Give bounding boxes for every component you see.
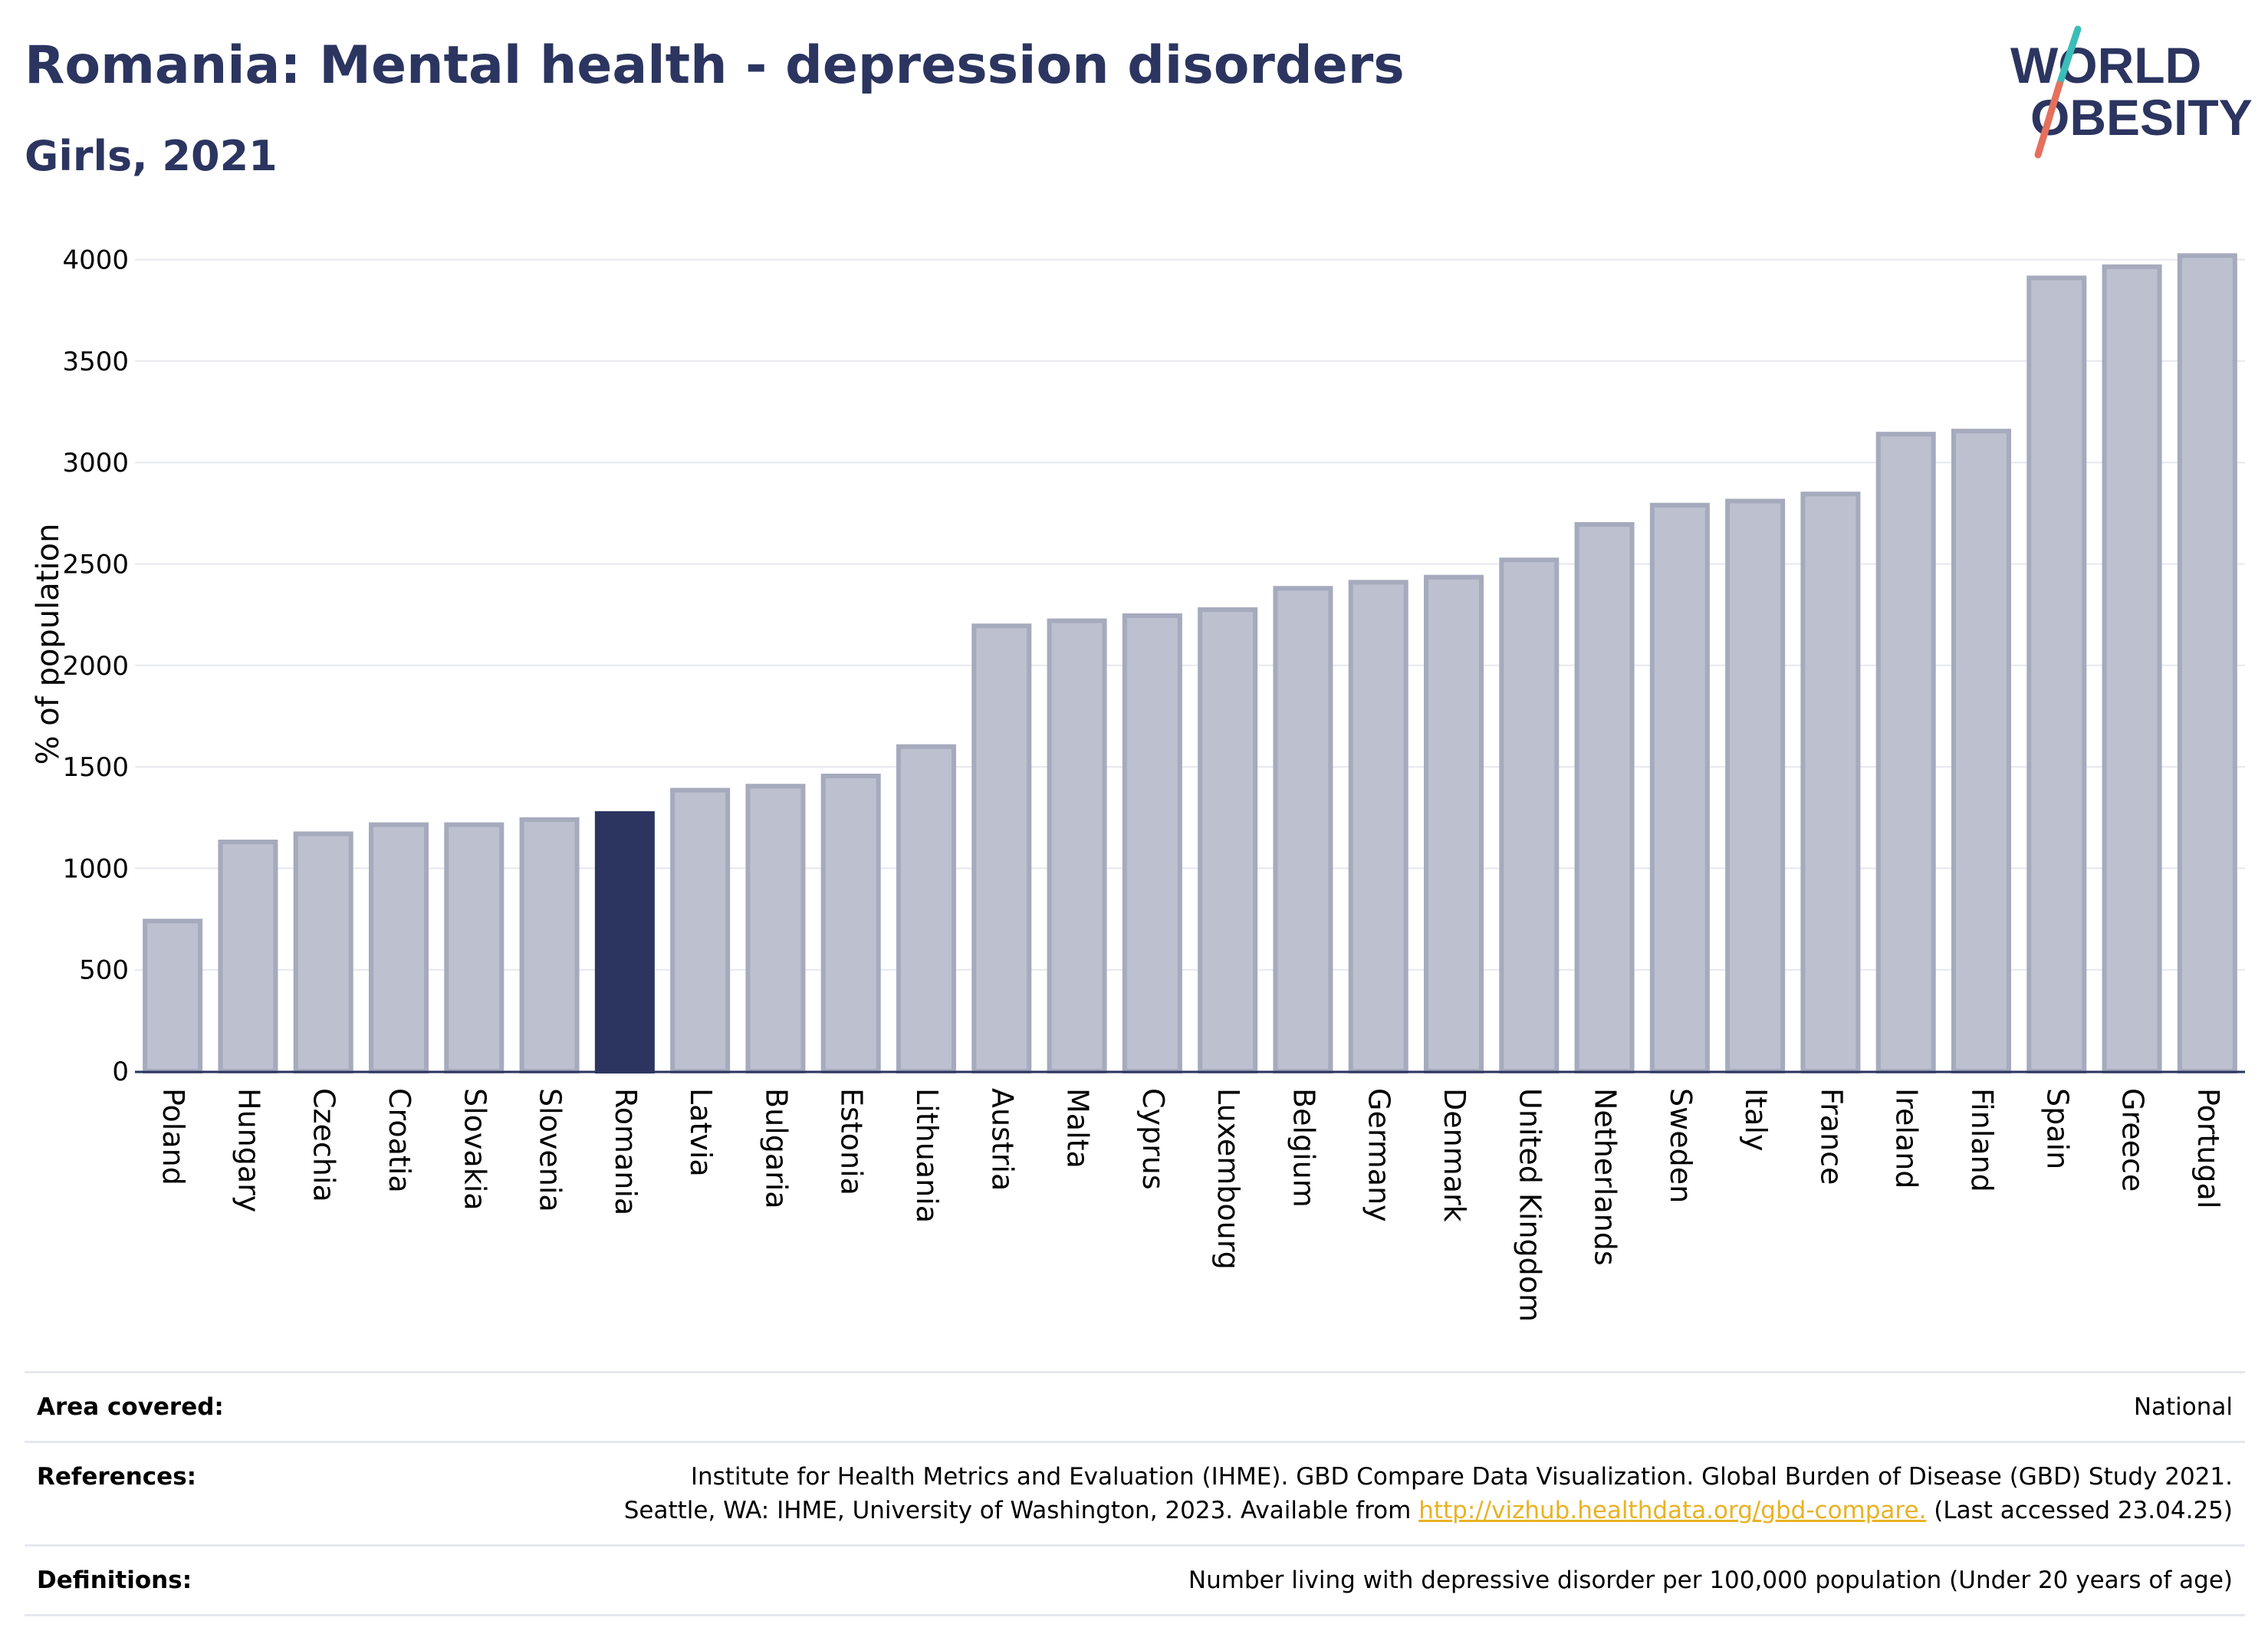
y-tick-label: 500 [79,955,129,986]
bar-denmark [1424,574,1484,1073]
x-tick-label: Belgium [1287,1088,1320,1208]
bar-slovenia [519,817,580,1073]
references-label: References: [25,1441,586,1546]
bar-chart: 0 500 1000 1500 2000 2500 3000 3500 4000 Poland H… [31,245,2245,1322]
x-tick-label: Slovenia [534,1088,567,1212]
x-tick-label: Germany [1362,1088,1396,1222]
bar-latvia [670,787,731,1074]
page-subtitle: Girls, 2021 [25,132,278,180]
definitions-value: Number living with depressive disorder p… [586,1544,2245,1616]
x-tick-label: Lithuania [910,1088,944,1223]
bar-poland [143,919,203,1074]
references-accessed: (Last accessed 23.04.25) [1934,1497,2233,1524]
bar-sweden [1649,502,1710,1073]
x-tick-label: Denmark [1438,1088,1471,1222]
bar-italy [1725,498,1786,1073]
bar-germany [1348,580,1408,1073]
bar-finland [1951,429,2011,1073]
references-value: Institute for Health Metrics and Evaluat… [586,1441,2245,1546]
x-tick-label: United Kingdom [1513,1088,1547,1322]
info-row-definitions: Definitions: Number living with depressi… [25,1544,2245,1616]
bar-estonia [820,774,881,1074]
x-tick-label: Netherlands [1589,1088,1622,1266]
x-tick-label: Poland [156,1088,190,1185]
bar-lithuania [896,744,956,1073]
bar-romania [594,810,655,1073]
area-covered-label: Area covered: [25,1371,586,1442]
x-tick-label: Finland [1965,1088,1999,1192]
x-tick-label: Bulgaria [759,1088,793,1209]
x-tick-label: Malta [1061,1088,1095,1169]
bar-austria [971,623,1032,1073]
x-tick-label: Romania [609,1088,643,1215]
x-tick-label: Hungary [232,1088,265,1212]
y-tick-label: 1000 [62,853,129,884]
x-tick-label: Croatia [383,1088,416,1193]
y-tick-label: 2000 [62,651,129,682]
definitions-label: Definitions: [25,1544,586,1616]
x-tick-label: Latvia [684,1088,718,1177]
y-axis-label: % of population [31,524,66,765]
bar-malta [1047,618,1107,1073]
info-row-references: References: Institute for Health Metrics… [25,1441,2245,1546]
x-tick-label: France [1814,1088,1848,1185]
bar-cyprus [1122,613,1182,1073]
x-tick-label: Greece [2116,1088,2150,1192]
x-tick-label: Spain [2040,1088,2074,1169]
bar-czechia [293,831,353,1073]
info-table: Area covered: National References: Insti… [25,1371,2245,1616]
bar-netherlands [1574,521,1635,1073]
y-tick-label: 4000 [62,245,129,276]
y-tick-label: 3000 [62,448,129,478]
x-tick-label: Estonia [835,1088,869,1195]
bar-greece [2102,264,2162,1074]
bar-france [1800,492,1861,1073]
area-covered-value: National [586,1371,2245,1442]
x-tick-label: Austria [985,1088,1019,1191]
bar-slovakia [444,822,505,1073]
world-obesity-logo: WORLD OBESITY [2010,25,2253,159]
bar-croatia [369,822,429,1073]
x-tick-label: Italy [1739,1088,1773,1151]
bar-ireland [1875,432,1936,1073]
bar-belgium [1273,586,1333,1073]
x-tick-label: Portugal [2191,1088,2225,1208]
page-title: Romania: Mental health - depression diso… [25,35,1405,96]
x-tick-label: Cyprus [1136,1088,1170,1190]
references-line1: Institute for Health Metrics and Evaluat… [690,1463,2233,1491]
y-tick-label: 1500 [62,752,129,783]
bar-luxembourg [1198,607,1258,1073]
x-tick-label: Slovakia [458,1088,491,1211]
y-tick-label: 0 [112,1057,129,1087]
x-tick-label: Czechia [307,1088,341,1202]
x-tick-label: Sweden [1664,1088,1698,1203]
logo-text-world: WORLD [2010,37,2201,94]
bar-hungary [218,840,278,1073]
y-axis-ticks: 0 500 1000 1500 2000 2500 3000 3500 4000 [62,245,129,1087]
y-tick-label: 3500 [62,347,129,377]
y-tick-label: 2500 [62,550,129,580]
logo-slash-bottom [2034,81,2063,159]
bar-spain [2026,275,2087,1074]
references-line2: Seattle, WA: IHME, University of Washing… [623,1497,1412,1524]
info-row-area: Area covered: National [25,1371,2245,1442]
bars [143,253,2237,1074]
x-tick-label: Ireland [1890,1088,1924,1189]
x-tick-label: Luxembourg [1211,1088,1245,1270]
bar-united-kingdom [1499,557,1560,1073]
references-link[interactable]: http://vizhub.healthdata.org/gbd-compare… [1418,1497,1927,1524]
logo-slash-top [2056,25,2082,88]
bar-portugal [2177,253,2237,1074]
x-axis-labels: Poland Hungary Czechia Croatia Slovakia Slove… [156,1088,2225,1322]
logo-text-obesity: OBESITY [2030,89,2253,146]
bar-bulgaria [745,784,806,1074]
